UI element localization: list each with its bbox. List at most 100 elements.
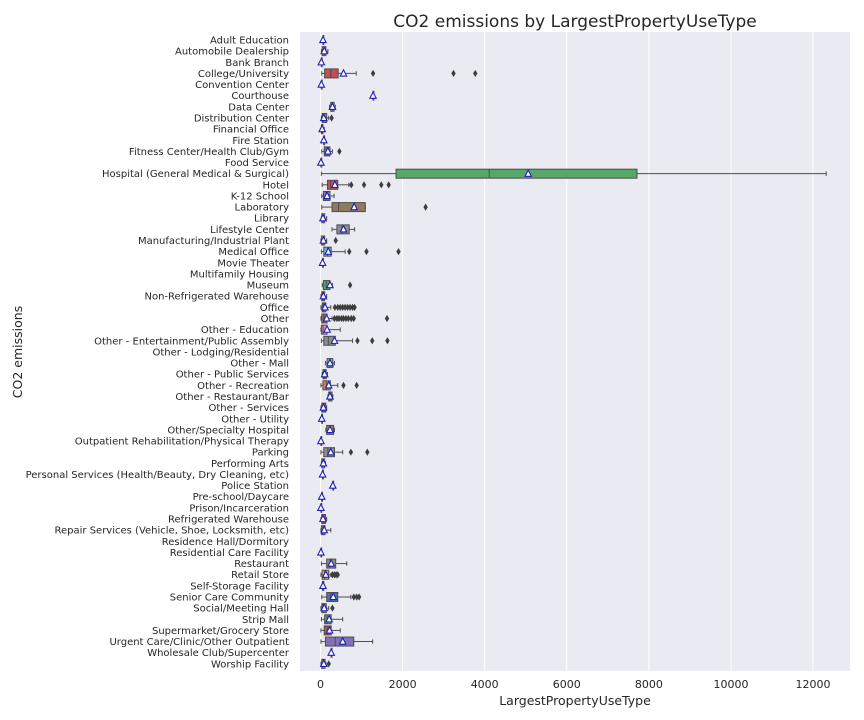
category-label: College/University xyxy=(198,69,289,80)
category-label: Manufacturing/Industrial Plant xyxy=(138,236,289,247)
mean-marker xyxy=(325,280,335,289)
category-label: Self-Storage Facility xyxy=(190,581,289,592)
mean-marker xyxy=(319,113,328,122)
category-label: Hospital (General Medical & Surgical) xyxy=(102,169,289,180)
mean-marker xyxy=(328,480,337,489)
x-tick-label: 4000 xyxy=(471,678,499,691)
category-label: Distribution Center xyxy=(194,113,290,124)
outlier-point xyxy=(386,181,391,189)
category-label: Retail Store xyxy=(231,570,289,581)
category-label: Other - Utility xyxy=(221,414,289,425)
outlier-point xyxy=(330,604,335,612)
mean-marker xyxy=(324,246,333,255)
category-label: Lifestyle Center xyxy=(210,225,290,236)
outlier-point xyxy=(396,248,401,256)
mean-marker xyxy=(324,380,333,389)
x-tick-label: 12000 xyxy=(796,678,831,691)
plot-area xyxy=(300,32,850,671)
outlier-point xyxy=(337,147,342,155)
category-label: Supermarket/Grocery Store xyxy=(152,626,289,637)
outlier-point xyxy=(347,248,352,256)
mean-marker xyxy=(319,458,328,467)
mean-marker xyxy=(317,79,326,88)
category-label: Other - Entertainment/Public Assembly xyxy=(94,336,289,347)
mean-marker xyxy=(316,157,326,166)
mean-marker xyxy=(322,313,331,322)
category-label: Hotel xyxy=(263,180,290,191)
category-label: Office xyxy=(260,303,289,314)
category-label: Personal Services (Health/Beauty, Dry Cl… xyxy=(26,470,289,481)
outlier-point xyxy=(423,203,428,211)
category-label: Repair Services (Vehicle, Shoe, Locksmit… xyxy=(55,526,290,537)
mean-marker xyxy=(320,603,329,612)
mean-marker xyxy=(322,191,332,200)
outlier-point xyxy=(332,303,338,311)
mean-marker xyxy=(319,659,328,667)
outlier-point xyxy=(355,337,360,345)
mean-marker xyxy=(319,402,328,411)
outlier-point xyxy=(473,69,478,78)
category-label: Movie Theater xyxy=(217,258,290,269)
category-label: Multifamily Housing xyxy=(190,269,289,280)
mean-marker xyxy=(327,647,336,656)
mean-marker xyxy=(325,625,334,634)
category-label: Other - Education xyxy=(201,325,289,336)
outlier-point xyxy=(342,303,348,311)
outlier-point xyxy=(329,114,334,122)
outlier-point xyxy=(335,571,340,579)
mean-marker xyxy=(316,547,326,556)
outlier-point xyxy=(348,448,354,456)
mean-marker xyxy=(325,358,335,367)
mean-marker xyxy=(319,135,328,144)
outlier-point xyxy=(341,314,346,323)
category-label: Residential Care Facility xyxy=(170,548,289,559)
x-tick-label: 0 xyxy=(317,678,324,691)
category-label: Other - Services xyxy=(208,403,289,414)
mean-marker xyxy=(318,581,328,590)
category-label: Adult Education xyxy=(210,36,289,47)
outlier-point xyxy=(385,337,390,345)
box xyxy=(331,202,366,213)
y-axis-title: CO2 emissions xyxy=(10,306,25,398)
x-axis-title: LargestPropertyUseType xyxy=(499,693,651,708)
mean-marker xyxy=(318,35,328,44)
category-label: Fire Station xyxy=(232,136,289,147)
category-label: Other - Lodging/Residential xyxy=(153,347,289,358)
outlier-point xyxy=(370,337,375,345)
outlier-point xyxy=(379,181,384,189)
mean-marker xyxy=(320,525,329,534)
mean-marker xyxy=(327,558,336,567)
mean-marker xyxy=(322,324,332,333)
mean-marker xyxy=(350,202,359,211)
mean-marker xyxy=(524,168,533,177)
category-label: Convention Center xyxy=(195,80,290,91)
category-label: Bank Branch xyxy=(225,58,289,69)
outlier-point xyxy=(347,303,353,311)
category-label: Social/Meeting Hall xyxy=(193,604,289,615)
category-label: Worship Facility xyxy=(211,659,289,670)
box xyxy=(395,168,638,179)
outlier-point xyxy=(347,281,353,289)
category-label: Performing Arts xyxy=(211,459,289,470)
category-label: Data Center xyxy=(228,102,290,113)
outlier-point xyxy=(343,314,349,323)
category-label: Residence Hall/Dormitory xyxy=(162,537,289,548)
outlier-point xyxy=(336,314,342,323)
mean-marker xyxy=(320,369,329,378)
outlier-point xyxy=(354,593,359,601)
outlier-point xyxy=(335,303,340,311)
x-tick-label: 10000 xyxy=(713,678,748,691)
mean-marker xyxy=(318,124,327,133)
outlier-point xyxy=(346,314,351,323)
mean-marker xyxy=(368,90,378,99)
category-label: Other xyxy=(261,314,290,325)
category-label: Police Station xyxy=(221,481,289,492)
category-label: Other - Restaurant/Bar xyxy=(175,392,289,403)
mean-marker xyxy=(320,302,330,311)
category-label: Other/Specialty Hospital xyxy=(167,425,289,436)
mean-marker xyxy=(325,391,335,400)
category-label: Food Service xyxy=(225,158,289,169)
outlier-point xyxy=(384,314,390,323)
mean-marker xyxy=(326,447,335,456)
